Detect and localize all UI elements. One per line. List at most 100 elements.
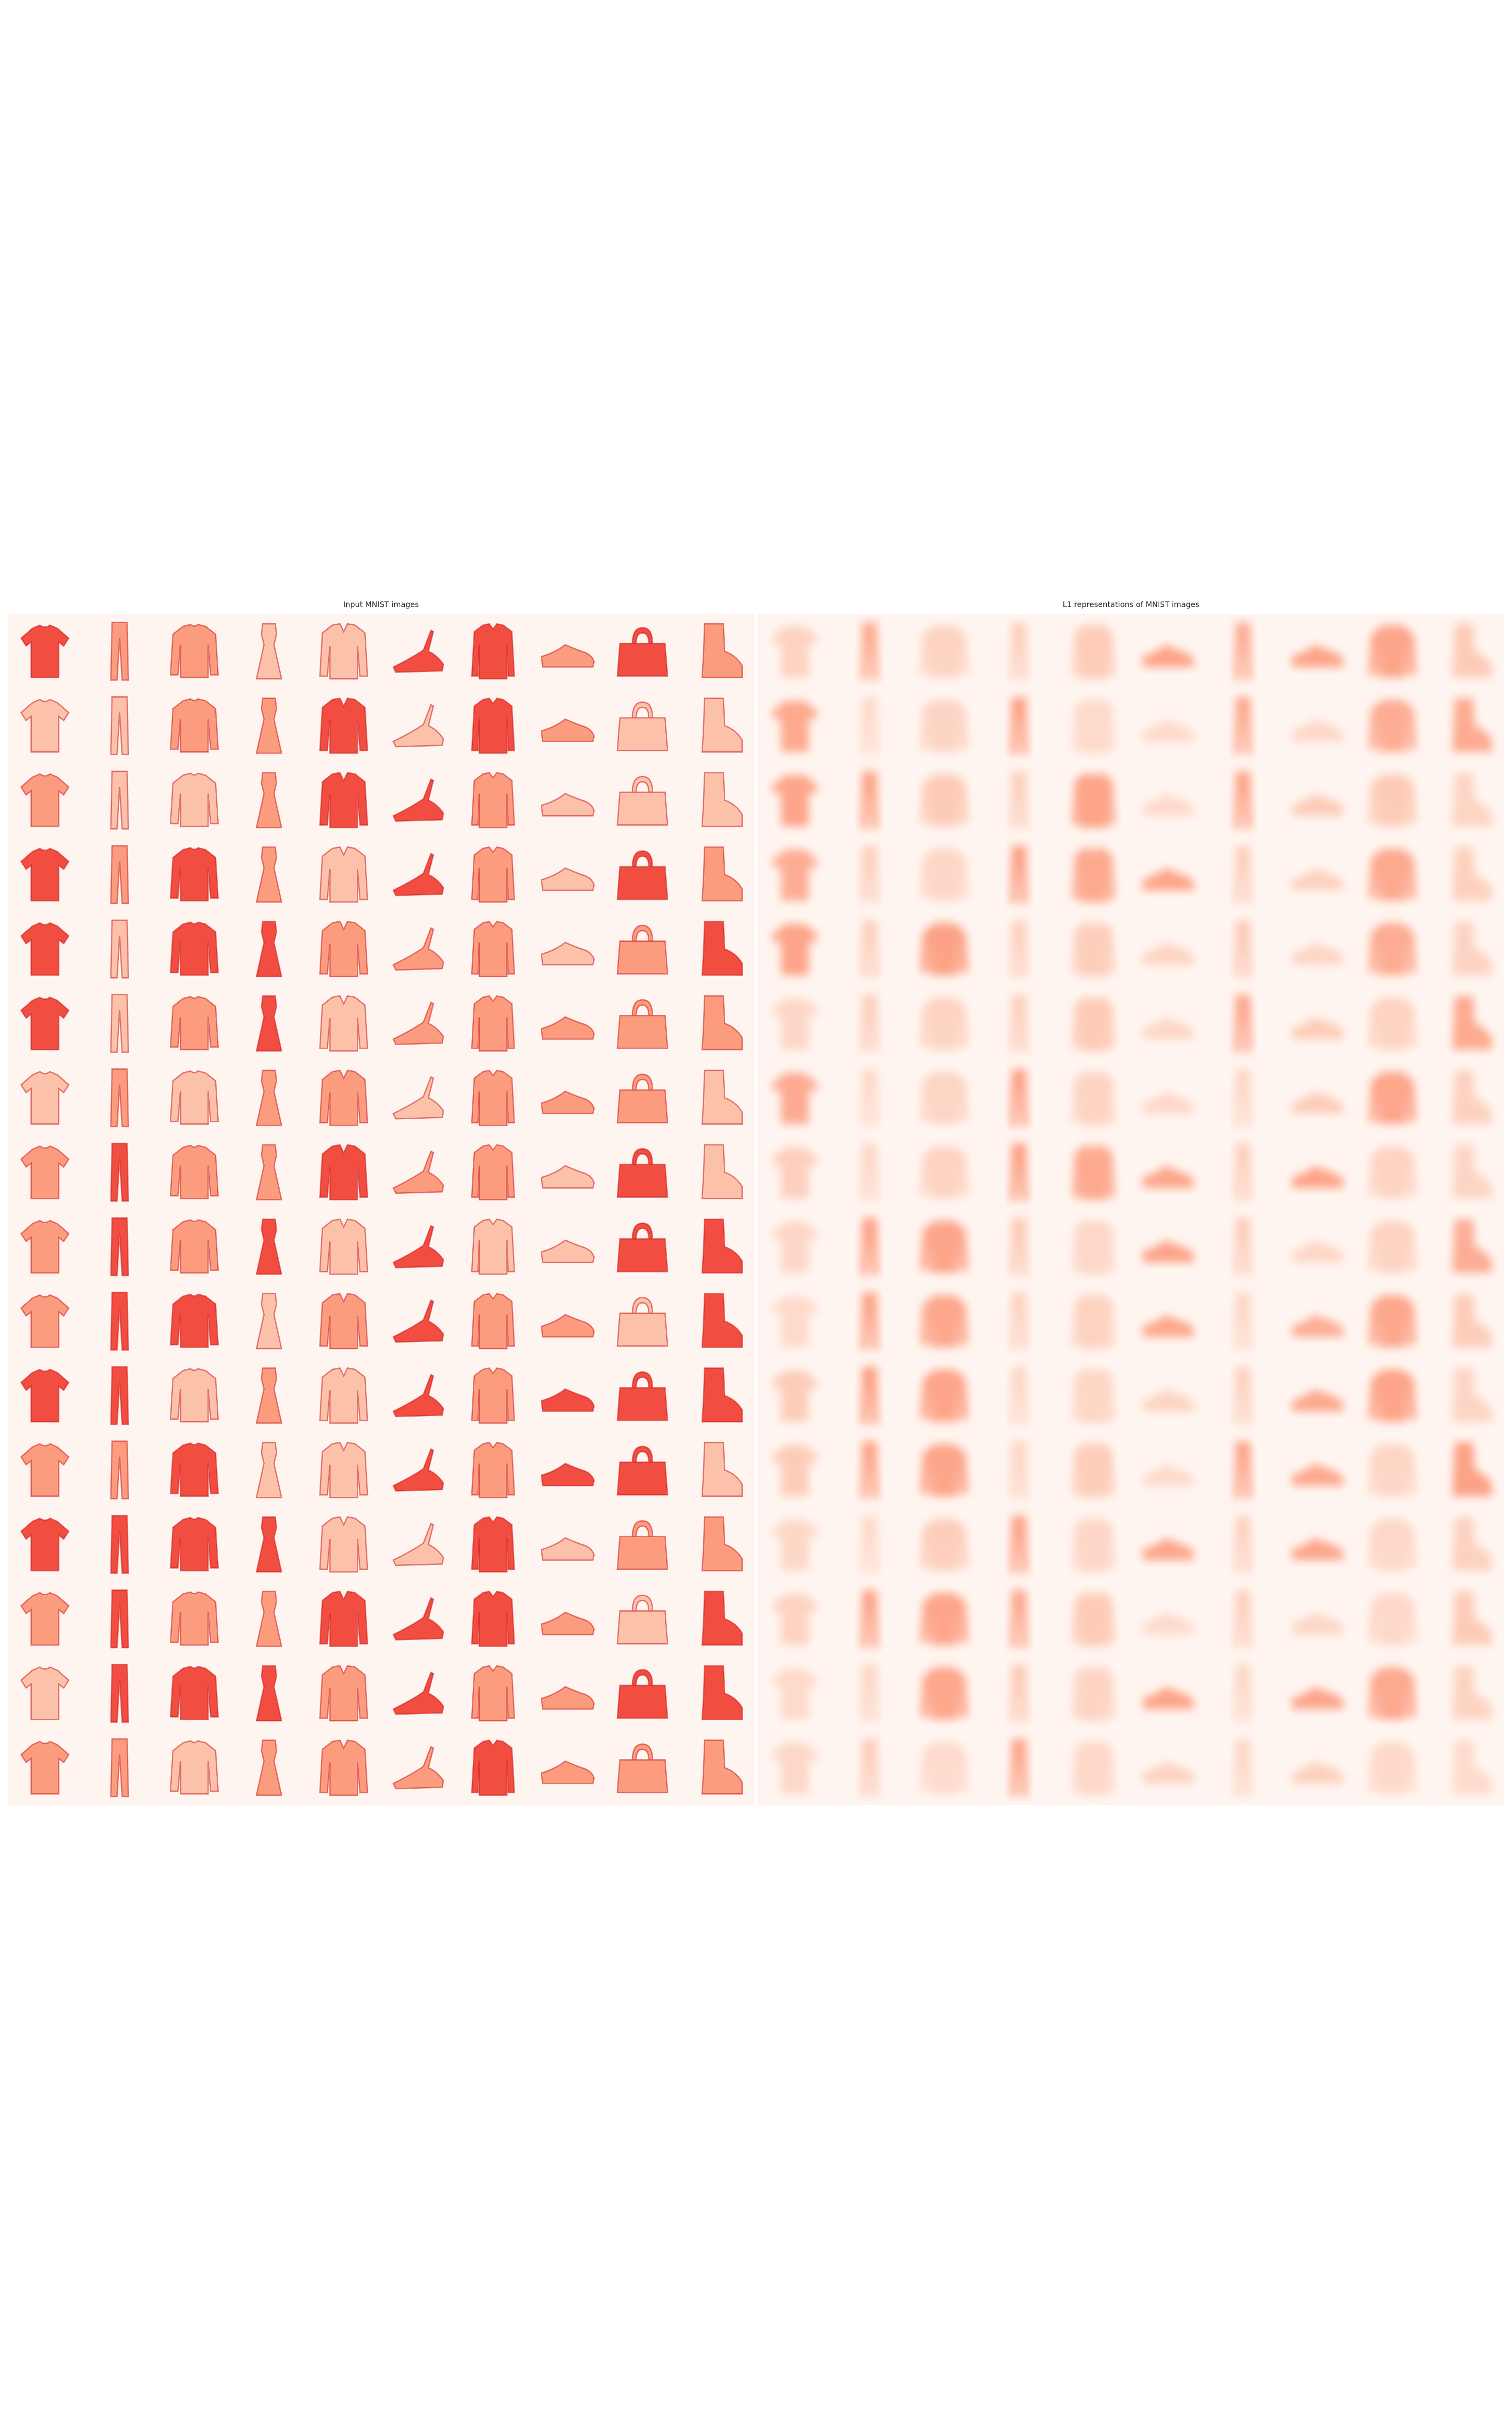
thumbnail-coat: [320, 1591, 368, 1646]
thumbnail-pullover: [170, 1071, 218, 1124]
thumbnail-shirt: [1073, 698, 1115, 753]
thumbnail-pullover: [920, 773, 968, 826]
thumbnail-coat: [320, 624, 368, 679]
thumbnail-pullover: [170, 773, 218, 826]
thumbnail-pullover: [920, 922, 968, 975]
thumbnail-pullover: [920, 625, 968, 678]
thumbnail-pullover: [920, 699, 968, 752]
thumbnail-shirt: [472, 1070, 515, 1125]
thumbnail-shirt: [1073, 1145, 1115, 1200]
thumbnail-pullover: [1368, 848, 1416, 900]
thumbnail-pullover: [1368, 1592, 1416, 1645]
thumbnail-pullover: [1368, 625, 1416, 678]
thumbnail-pullover: [920, 1592, 968, 1645]
thumbnail-pullover: [920, 1220, 968, 1273]
thumbnail-pullover: [1368, 1369, 1416, 1422]
thumbnail-pullover: [170, 1220, 218, 1273]
thumbnail-pullover: [170, 1369, 218, 1422]
thumbnail-coat: [320, 1442, 368, 1497]
thumbnail-pullover: [170, 922, 218, 975]
thumbnail-coat: [320, 847, 368, 902]
thumbnail-shirt: [1073, 922, 1115, 977]
thumbnail-pullover: [1368, 773, 1416, 826]
thumbnail-pullover: [170, 1443, 218, 1496]
thumbnail-shirt: [1073, 1219, 1115, 1274]
thumbnail-pullover: [1368, 1294, 1416, 1347]
thumbnail-pullover: [1368, 997, 1416, 1050]
thumbnail-pullover: [1368, 1145, 1416, 1198]
thumbnail-shirt: [472, 624, 515, 679]
thumbnail-pullover: [920, 1294, 968, 1347]
thumbnail-shirt: [1073, 624, 1115, 679]
thumbnail-coat: [320, 1740, 368, 1795]
thumbnail-pullover: [920, 1145, 968, 1198]
thumbnail-pullover: [170, 625, 218, 678]
thumbnail-pullover: [1368, 1443, 1416, 1496]
image-grid-l1: [758, 614, 1504, 1805]
thumbnail-shirt: [472, 1740, 515, 1795]
thumbnail-shirt: [472, 698, 515, 753]
thumbnail-coat: [320, 1368, 368, 1423]
panel-input-images: Input MNIST images: [8, 614, 754, 1805]
thumbnail-shirt: [472, 922, 515, 977]
thumbnail-shirt: [472, 1145, 515, 1200]
thumbnail-coat: [320, 996, 368, 1051]
thumbnail-coat: [320, 773, 368, 828]
thumbnail-coat: [320, 1666, 368, 1721]
thumbnail-pullover: [170, 1592, 218, 1645]
thumbnail-coat: [320, 922, 368, 977]
thumbnail-pullover: [920, 1518, 968, 1570]
thumbnail-pullover: [1368, 1518, 1416, 1570]
thumbnail-pullover: [920, 1071, 968, 1124]
thumbnail-coat: [320, 1145, 368, 1200]
thumbnail-pullover: [1368, 922, 1416, 975]
thumbnail-shirt: [472, 1368, 515, 1423]
thumbnail-coat: [320, 1517, 368, 1572]
panel-title-l1: L1 representations of MNIST images: [758, 600, 1504, 609]
thumbnail-pullover: [1368, 1741, 1416, 1794]
thumbnail-shirt: [472, 1219, 515, 1274]
thumbnail-pullover: [170, 997, 218, 1050]
thumbnail-shirt: [472, 996, 515, 1051]
thumbnail-coat: [320, 1219, 368, 1274]
thumbnail-pullover: [920, 848, 968, 900]
thumbnail-pullover: [1368, 1071, 1416, 1124]
thumbnail-pullover: [1368, 699, 1416, 752]
thumbnail-shirt: [1073, 1070, 1115, 1125]
thumbnail-pullover: [1368, 1666, 1416, 1719]
panel-title-input: Input MNIST images: [8, 600, 754, 609]
thumbnail-shirt: [472, 1442, 515, 1497]
thumbnail-shirt: [1073, 773, 1115, 828]
thumbnail-shirt: [472, 773, 515, 828]
thumbnail-shirt: [1073, 1517, 1115, 1572]
thumbnail-shirt: [1073, 1666, 1115, 1721]
thumbnail-shirt: [472, 1294, 515, 1349]
thumbnail-shirt: [1073, 1591, 1115, 1646]
thumbnail-coat: [320, 1294, 368, 1349]
thumbnail-pullover: [170, 699, 218, 752]
image-grid-input: [8, 614, 754, 1805]
thumbnail-shirt: [1073, 1740, 1115, 1795]
thumbnail-pullover: [170, 1294, 218, 1347]
thumbnail-pullover: [920, 1741, 968, 1794]
thumbnail-shirt: [472, 1666, 515, 1721]
thumbnail-pullover: [170, 848, 218, 900]
thumbnail-pullover: [170, 1518, 218, 1570]
thumbnail-pullover: [920, 997, 968, 1050]
panel-l1-representations: L1 representations of MNIST images: [758, 614, 1504, 1805]
thumbnail-shirt: [472, 1517, 515, 1572]
thumbnail-pullover: [170, 1666, 218, 1719]
thumbnail-shirt: [472, 1591, 515, 1646]
thumbnail-shirt: [1073, 1294, 1115, 1349]
thumbnail-shirt: [1073, 1368, 1115, 1423]
thumbnail-shirt: [472, 847, 515, 902]
thumbnail-coat: [320, 698, 368, 753]
thumbnail-shirt: [1073, 847, 1115, 902]
thumbnail-pullover: [920, 1369, 968, 1422]
thumbnail-pullover: [170, 1741, 218, 1794]
thumbnail-shirt: [1073, 1442, 1115, 1497]
thumbnail-pullover: [170, 1145, 218, 1198]
thumbnail-pullover: [1368, 1220, 1416, 1273]
thumbnail-pullover: [920, 1666, 968, 1719]
thumbnail-shirt: [1073, 996, 1115, 1051]
